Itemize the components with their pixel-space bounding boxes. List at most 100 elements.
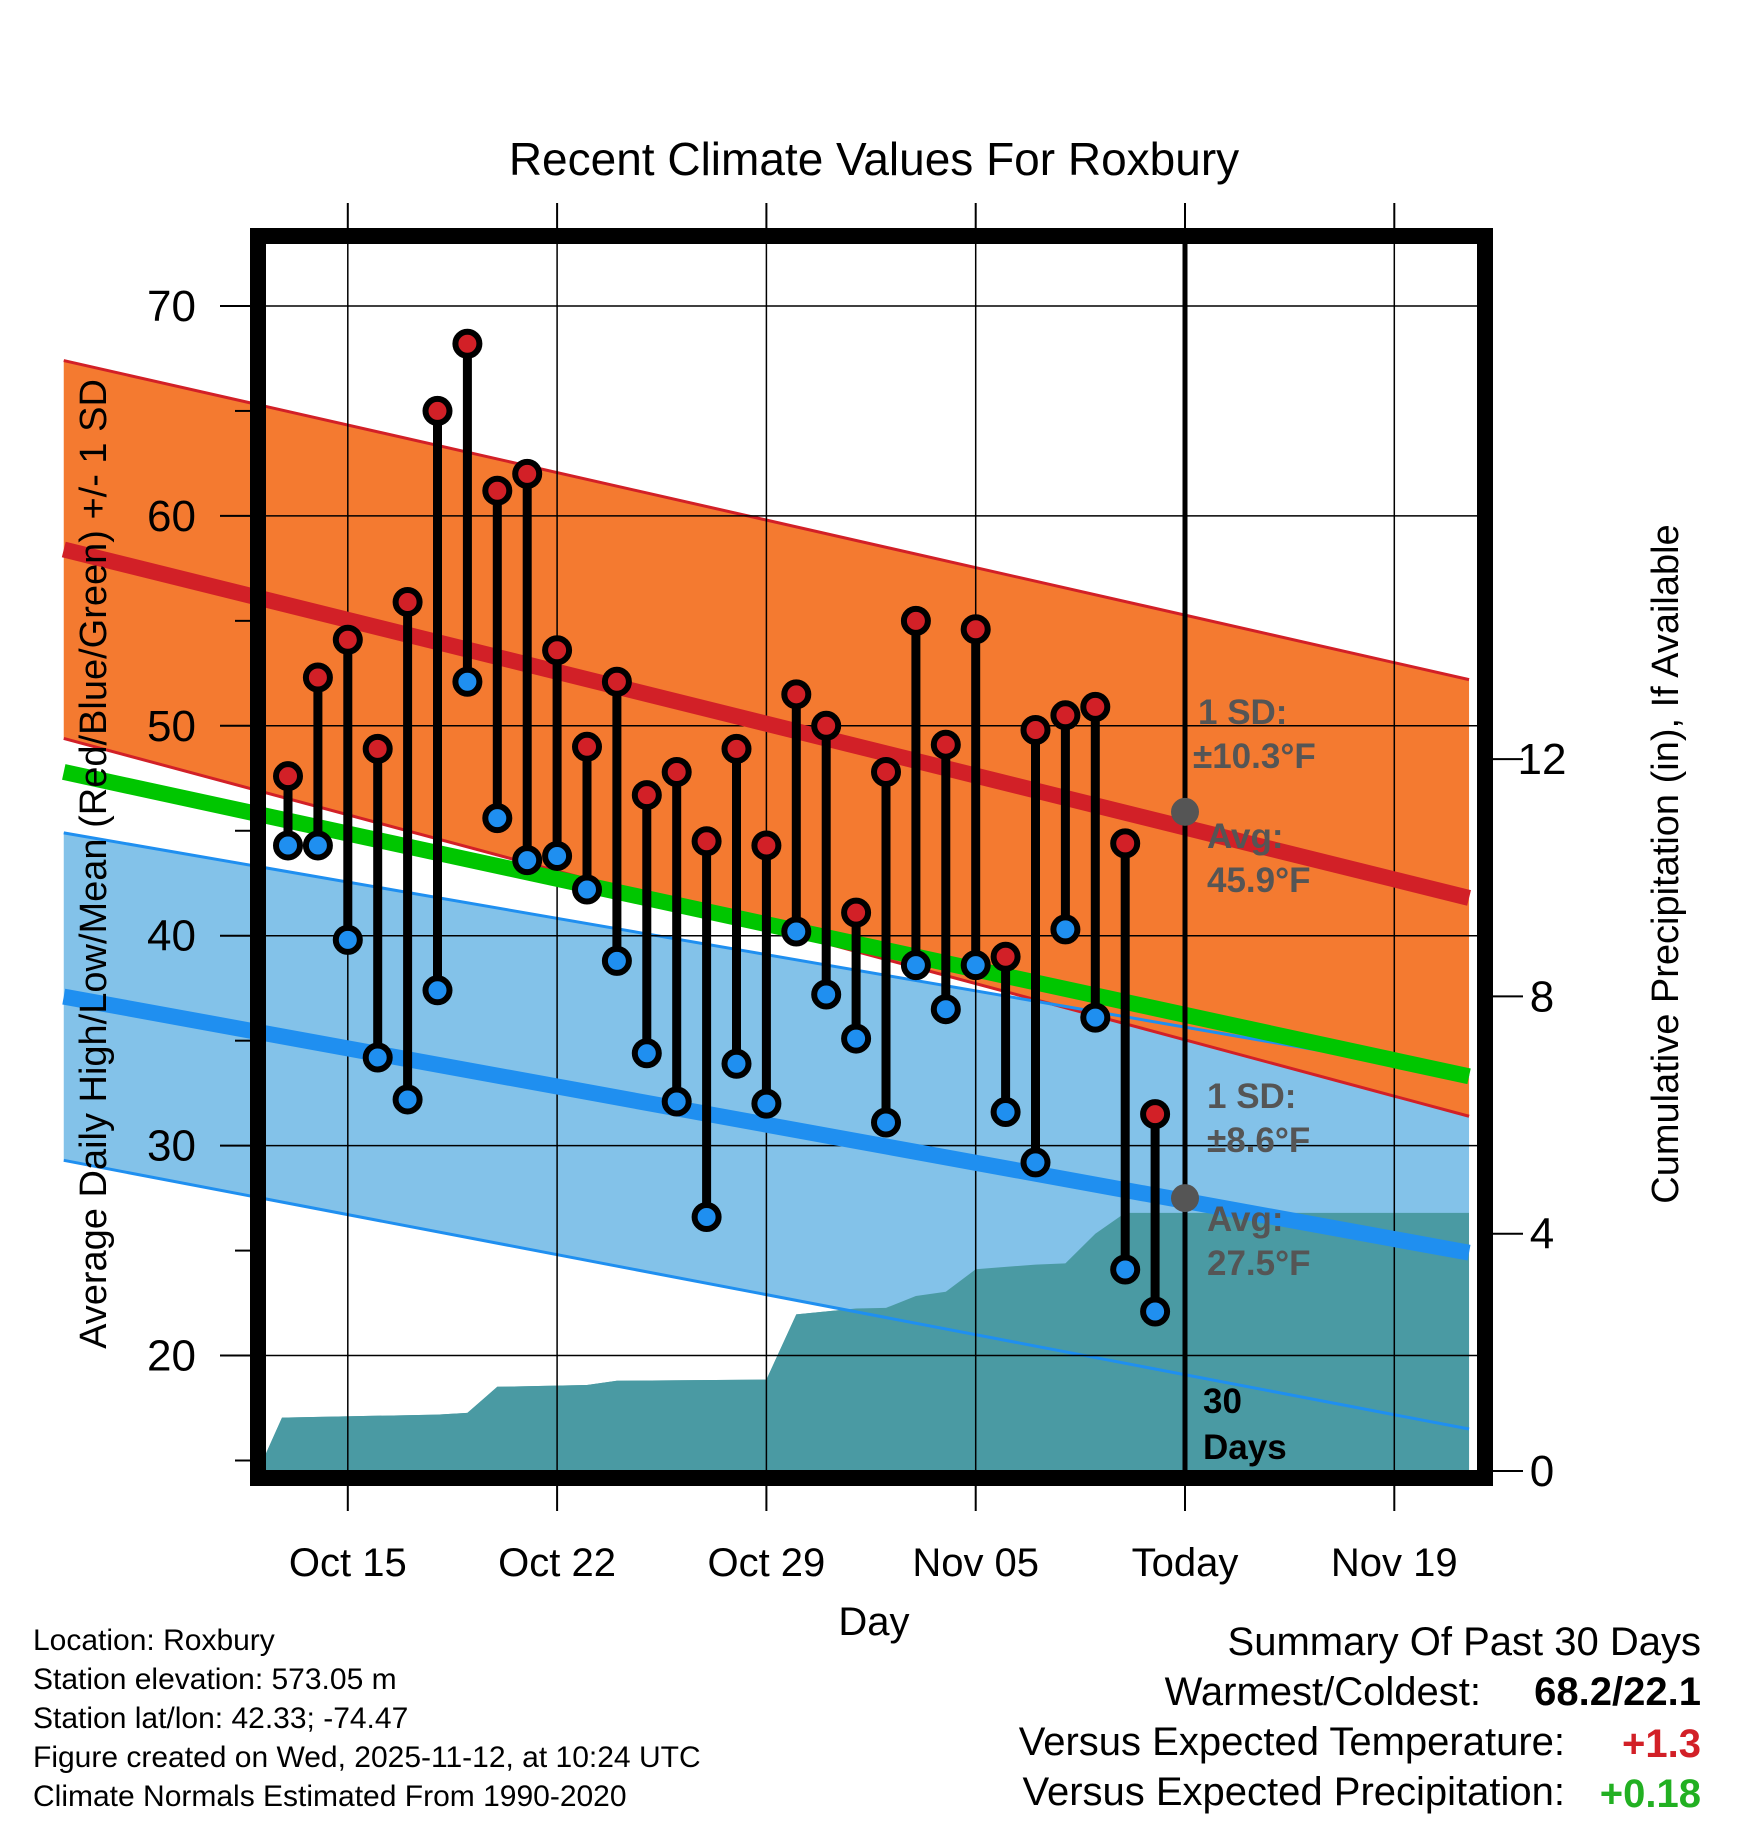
high-avg-value: 45.9°F <box>1207 861 1311 900</box>
y-tick-label: 30 <box>147 1122 196 1171</box>
daily-low-point <box>871 1107 901 1138</box>
daily-low-point <box>1110 1254 1141 1285</box>
daily-low-point <box>572 874 602 905</box>
low-sd-value: ±8.6°F <box>1207 1121 1310 1160</box>
chart-title: Recent Climate Values For Roxbury <box>509 133 1239 185</box>
today-avg-marker <box>1171 1184 1199 1213</box>
daily-high-point <box>631 780 662 811</box>
daily-high-point <box>422 395 453 426</box>
daily-low-point <box>452 666 483 697</box>
daily-low-point <box>631 1038 662 1069</box>
daily-high-point <box>572 731 602 762</box>
daily-low-point <box>751 1088 782 1119</box>
daily-high-point <box>781 679 812 710</box>
y-tick-label: 40 <box>147 912 196 961</box>
daily-low-point <box>661 1086 692 1117</box>
x-tick-label: Oct 15 <box>289 1541 407 1585</box>
daily-low-point <box>362 1042 393 1073</box>
daily-high-point <box>542 635 573 666</box>
daily-high-point <box>721 733 752 764</box>
daily-low-point <box>542 840 573 871</box>
daily-high-point <box>1080 691 1111 722</box>
y2-tick-label: 0 <box>1530 1447 1554 1496</box>
x-tick-label: Oct 22 <box>498 1541 616 1585</box>
daily-low-point <box>781 916 812 947</box>
daily-low-point <box>1140 1296 1171 1327</box>
precip-value: +0.18 <box>1599 1772 1701 1816</box>
daily-high-point <box>482 475 513 506</box>
low-sd-label: 1 SD: <box>1207 1077 1296 1116</box>
x-tick-label: Nov 19 <box>1331 1541 1458 1585</box>
today-line <box>1171 243 1199 1471</box>
daily-high-point <box>1050 700 1081 731</box>
daily-low-point <box>721 1048 752 1079</box>
daily-low-point <box>1080 1002 1111 1033</box>
x-tick-label: Today <box>1132 1541 1239 1585</box>
latlon-text: Station lat/lon: 42.33; -74.47 <box>33 1702 409 1735</box>
plot-frame <box>250 228 1493 1486</box>
y2-tick-label: 8 <box>1530 972 1554 1021</box>
daily-high-point <box>900 605 931 636</box>
elevation-text: Station elevation: 573.05 m <box>33 1663 397 1696</box>
daily-low-point <box>691 1202 722 1233</box>
daily-low-point <box>392 1084 423 1115</box>
plot-border <box>250 228 1493 1486</box>
low-avg-value: 27.5°F <box>1207 1244 1311 1283</box>
normals-text: Climate Normals Estimated From 1990-2020 <box>33 1780 627 1813</box>
y2-tick-label: 4 <box>1530 1210 1554 1259</box>
y-tick-label: 20 <box>147 1332 196 1381</box>
daily-high-point <box>751 830 782 861</box>
daily-low-point <box>332 924 363 955</box>
y-tick-label: 50 <box>147 702 196 751</box>
location-text: Location: Roxbury <box>33 1624 275 1657</box>
daily-high-point <box>691 826 722 857</box>
daily-low-point <box>841 1023 872 1054</box>
y-tick-label: 60 <box>147 492 196 541</box>
annotations: 1 SD: ±10.3°F Avg: 45.9°F 1 SD: ±8.6°F Avg: 27.… <box>1193 693 1316 1467</box>
summary-title: Summary Of Past 30 Days <box>1227 1620 1701 1664</box>
warmest-label: Warmest/Coldest: <box>1164 1670 1481 1714</box>
daily-bars <box>273 328 1171 1327</box>
y-axis-label: Average Daily High/Low/Mean (Red/Blue/Gr… <box>73 379 115 1349</box>
daily-high-point <box>332 624 363 655</box>
daily-high-point <box>811 710 842 741</box>
daily-high-point <box>990 941 1021 972</box>
daily-low-point <box>811 979 842 1010</box>
daily-low-point <box>900 950 931 981</box>
high-sd-label: 1 SD: <box>1198 693 1287 732</box>
daily-low-point <box>302 830 333 861</box>
daily-high-point <box>1110 828 1141 859</box>
daily-high-point <box>392 586 423 617</box>
days-word: Days <box>1203 1428 1287 1467</box>
created-text: Figure created on Wed, 2025-11-12, at 10… <box>33 1741 701 1774</box>
daily-low-point <box>1020 1147 1051 1178</box>
days-count: 30 <box>1203 1382 1242 1421</box>
daily-low-point <box>1050 914 1081 945</box>
daily-high-point <box>302 662 333 693</box>
daily-low-point <box>422 975 453 1006</box>
daily-low-point <box>601 945 632 976</box>
low-avg-line <box>62 988 1471 1261</box>
daily-low-point <box>482 803 513 834</box>
high-avg-label: Avg: <box>1207 817 1283 856</box>
daily-high-point <box>871 756 901 787</box>
y-tick-label: 70 <box>147 282 196 331</box>
x-tick-label: Nov 05 <box>912 1541 1039 1585</box>
daily-high-point <box>960 614 991 645</box>
daily-high-point <box>273 761 303 792</box>
warmest-value: 68.2/22.1 <box>1534 1670 1701 1714</box>
daily-low-point <box>960 950 991 981</box>
daily-high-point <box>452 328 483 359</box>
low-avg-label: Avg: <box>1207 1200 1283 1239</box>
daily-high-point <box>362 733 393 764</box>
temp-value: +1.3 <box>1622 1722 1701 1766</box>
daily-high-point <box>1140 1099 1171 1130</box>
daily-high-point <box>930 729 961 760</box>
daily-high-point <box>1020 715 1051 746</box>
daily-low-point <box>930 994 961 1025</box>
daily-low-point <box>273 830 303 861</box>
y2-axis-label: Cumulative Precipitation (in), If Availa… <box>1645 524 1687 1203</box>
daily-high-point <box>601 666 632 697</box>
high-avg-line <box>61 541 1471 906</box>
